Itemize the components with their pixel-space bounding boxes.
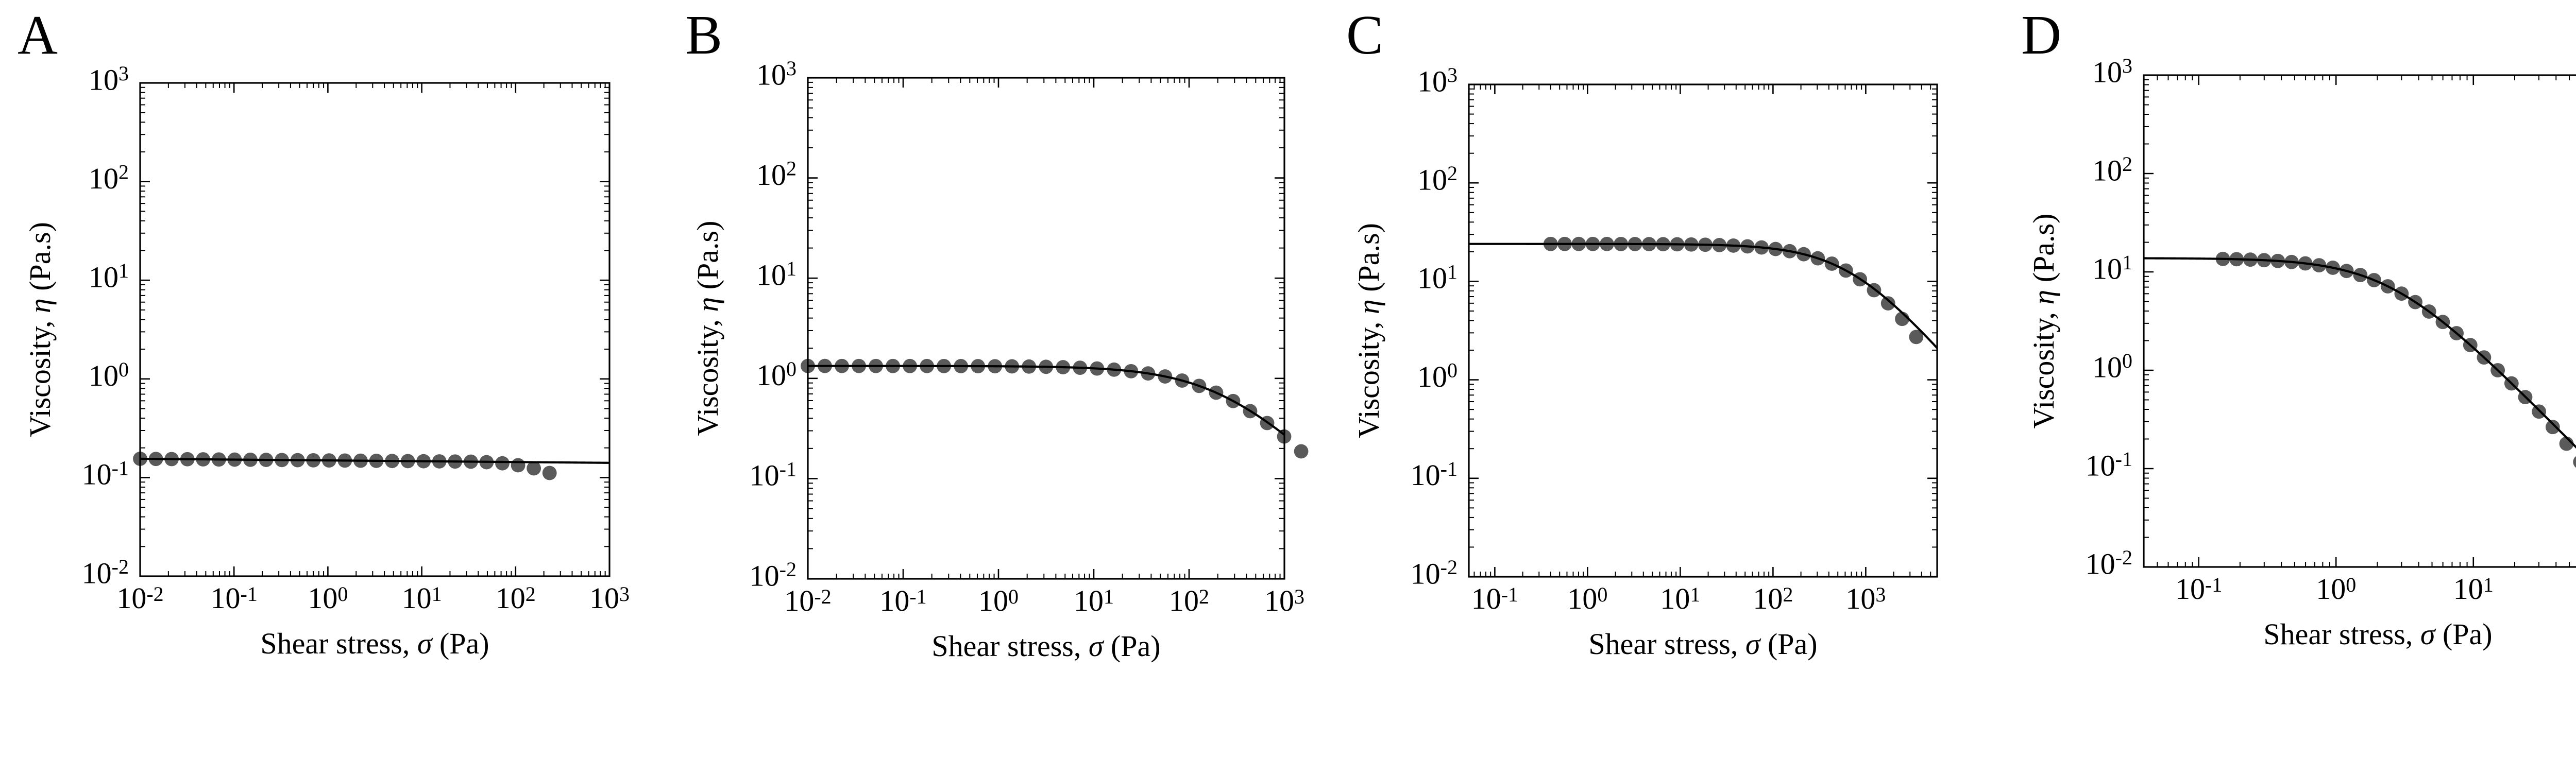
svg-text:A: A	[18, 5, 58, 66]
svg-text:Shear stress, σ (Pa): Shear stress, σ (Pa)	[2263, 617, 2492, 651]
svg-text:Shear stress, σ (Pa): Shear stress, σ (Pa)	[1588, 627, 1817, 661]
svg-text:Viscosity, η (Pa.s): Viscosity, η (Pa.s)	[2027, 214, 2060, 429]
svg-text:C: C	[1346, 5, 1383, 66]
svg-text:Shear stress, σ (Pa): Shear stress, σ (Pa)	[931, 629, 1160, 663]
svg-text:Viscosity, η (Pa.s): Viscosity, η (Pa.s)	[1352, 223, 1385, 438]
svg-text:Viscosity, η (Pa.s): Viscosity, η (Pa.s)	[23, 222, 57, 437]
svg-text:Shear stress, σ (Pa): Shear stress, σ (Pa)	[260, 627, 489, 660]
svg-text:D: D	[2021, 5, 2061, 66]
svg-text:B: B	[685, 5, 722, 66]
svg-text:Viscosity, η (Pa.s): Viscosity, η (Pa.s)	[691, 221, 724, 436]
